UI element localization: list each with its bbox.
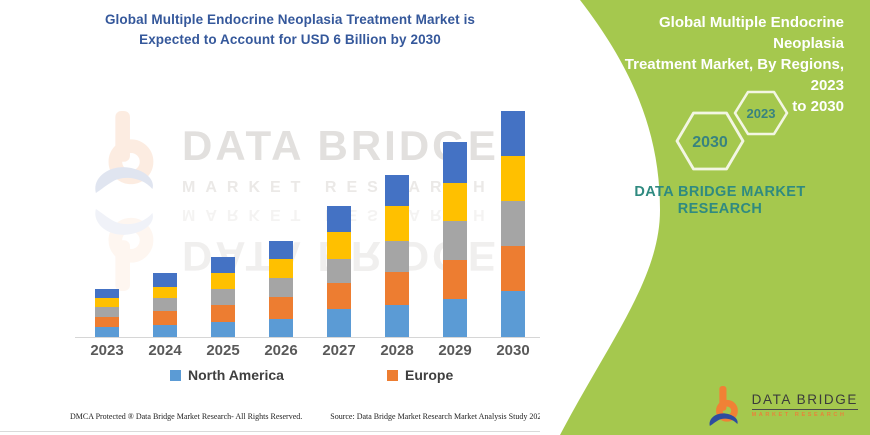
bar-segment-#FFC000 — [501, 156, 525, 201]
legend-item-europe: Europe — [387, 367, 453, 383]
bar-2030 — [501, 111, 525, 337]
x-axis-label-2030: 2030 — [496, 342, 530, 359]
page-title: Global Multiple Endocrine Neoplasia Trea… — [65, 10, 515, 50]
legend-swatch — [170, 369, 181, 381]
bar-segment-#A5A5A5 — [269, 278, 293, 297]
x-axis-label-2027: 2027 — [322, 342, 356, 359]
bar-segment-#FFC000 — [385, 206, 409, 241]
bar-segment-Europe — [95, 317, 119, 327]
bar-segment-#FFC000 — [153, 287, 177, 298]
bar-segment-#4472C4 — [443, 142, 467, 183]
bar-segment-#A5A5A5 — [211, 289, 235, 305]
footer-dmca-text: DMCA Protected ® Data Bridge Market Rese… — [70, 412, 303, 421]
bar-segment-#4472C4 — [327, 206, 351, 232]
stacked-bar-chart: 2023 2024 2025 2026 2027 2028 2029 2030 North A… — [75, 95, 545, 383]
hexagon-2030 — [675, 111, 745, 171]
bar-segment-#A5A5A5 — [153, 298, 177, 311]
bar-2026 — [269, 241, 293, 337]
bar-segment-North America — [153, 325, 177, 337]
bar-segment-#A5A5A5 — [327, 259, 351, 283]
bar-segment-North America — [95, 327, 119, 337]
bar-2027 — [327, 206, 351, 337]
bar-2028 — [385, 175, 409, 337]
data-bridge-logo: DATA BRIDGE MARKET RESEARCH — [707, 384, 858, 428]
bar-segment-North America — [443, 299, 467, 337]
bar-segment-Europe — [153, 311, 177, 325]
bar-segment-North America — [385, 305, 409, 337]
bar-segment-#A5A5A5 — [385, 241, 409, 272]
x-axis-label-2025: 2025 — [206, 342, 240, 359]
x-axis-label-2026: 2026 — [264, 342, 298, 359]
x-axis-label-2029: 2029 — [438, 342, 472, 359]
bar-segment-#4472C4 — [385, 175, 409, 206]
bar-segment-#FFC000 — [269, 259, 293, 278]
bar-2023 — [95, 289, 119, 337]
green-panel-background: 2023 2030 — [540, 0, 870, 435]
bar-2024 — [153, 273, 177, 337]
bar-segment-Europe — [327, 283, 351, 309]
bar-segment-#4472C4 — [211, 257, 235, 273]
panel-brand-text: DATA BRIDGE MARKET RESEARCH — [595, 184, 845, 218]
hexagon-2023-label: 2023 — [747, 106, 776, 121]
bar-2025 — [211, 257, 235, 337]
bar-segment-#4472C4 — [269, 241, 293, 259]
logo-name-text: DATA BRIDGE — [751, 392, 858, 410]
panel-title-line3: to 2030 — [792, 98, 844, 115]
legend-label: Europe — [405, 367, 454, 383]
legend-item-north-america: North America — [170, 367, 284, 383]
hexagon-2023 — [733, 90, 789, 136]
data-bridge-logo-icon — [709, 386, 738, 426]
bottom-divider-line — [0, 431, 578, 432]
x-axis-label-2023: 2023 — [90, 342, 124, 359]
panel-brand-line2: RESEARCH — [677, 201, 763, 217]
bar-segment-North America — [501, 291, 525, 337]
bar-segment-#4472C4 — [95, 289, 119, 298]
legend-swatch — [387, 369, 398, 381]
curved-divider-shape — [540, 0, 660, 435]
bar-segment-#FFC000 — [211, 273, 235, 289]
bar-segment-Europe — [385, 272, 409, 305]
panel-brand-line1: DATA BRIDGE MARKET — [634, 184, 806, 200]
panel-title-line2: Treatment Market, By Regions, 2023 — [624, 56, 844, 94]
bar-segment-#FFC000 — [327, 232, 351, 259]
bar-segment-#A5A5A5 — [501, 201, 525, 246]
bar-segment-#A5A5A5 — [95, 307, 119, 317]
page-title-line1: Global Multiple Endocrine Neoplasia Trea… — [104, 12, 476, 27]
bar-segment-North America — [327, 309, 351, 337]
bar-2029 — [443, 142, 467, 337]
footer: DMCA Protected ® Data Bridge Market Rese… — [70, 412, 560, 421]
bar-segment-Europe — [269, 297, 293, 319]
panel-title: Global Multiple Endocrine Neoplasia Trea… — [594, 12, 844, 117]
hexagon-2030-label: 2030 — [692, 134, 728, 151]
footer-source-text: Source: Data Bridge Market Research Mark… — [330, 412, 546, 421]
bar-segment-Europe — [501, 246, 525, 291]
bar-segment-#FFC000 — [95, 298, 119, 307]
right-panel: 2023 2030 Global Multiple Endocrine Neop… — [540, 0, 870, 435]
x-axis-line — [75, 337, 545, 338]
bar-segment-#FFC000 — [443, 183, 467, 221]
panel-title-line1: Global Multiple Endocrine Neoplasia — [658, 14, 844, 52]
bar-segment-#4472C4 — [153, 273, 177, 287]
bar-segment-North America — [269, 319, 293, 337]
legend-label: North America — [188, 367, 284, 383]
x-axis-label-2028: 2028 — [380, 342, 414, 359]
bar-segment-#4472C4 — [501, 111, 525, 156]
bar-segment-Europe — [443, 260, 467, 299]
bar-segment-Europe — [211, 305, 235, 322]
bar-segment-#A5A5A5 — [443, 221, 467, 260]
page-title-line2: Expected to Account for USD 6 Billion by… — [139, 32, 441, 47]
logo-sub-text: MARKET RESEARCH — [751, 412, 847, 418]
bar-segment-North America — [211, 322, 235, 337]
x-axis-label-2024: 2024 — [148, 342, 182, 359]
